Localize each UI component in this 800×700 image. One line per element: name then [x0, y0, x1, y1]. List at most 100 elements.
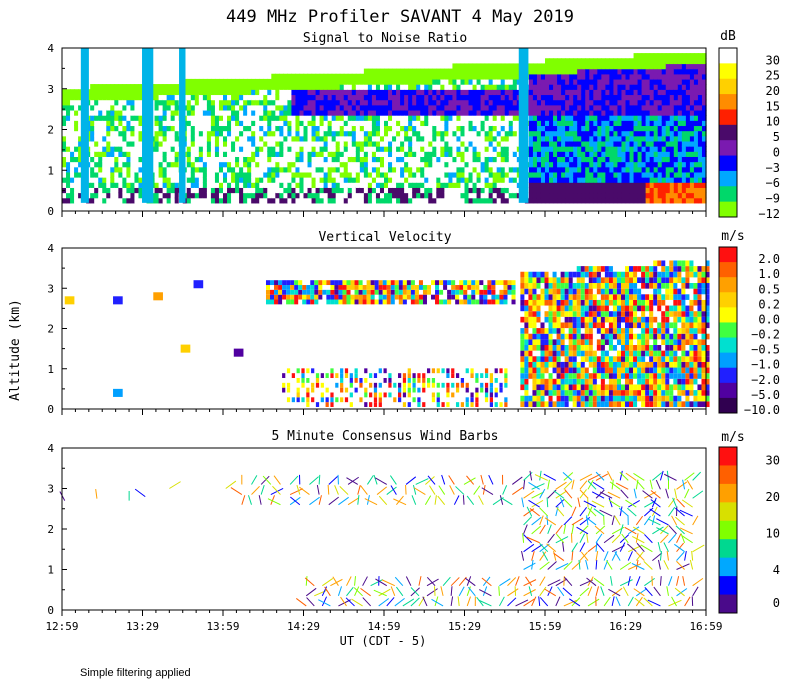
velocity-cell [540, 322, 545, 329]
snr-cell [472, 146, 478, 152]
velocity-cell [544, 390, 549, 396]
snr-cell [581, 94, 586, 101]
snr-cell [480, 120, 486, 127]
snr-cell [66, 161, 71, 168]
snr-cell [436, 146, 441, 152]
snr-cell [371, 94, 377, 101]
snr-cell [569, 104, 574, 111]
snr-cell [633, 89, 639, 96]
snr-cell [331, 94, 337, 101]
velocity-cell [483, 299, 488, 305]
snr-cell [637, 99, 643, 106]
snr-cell [681, 135, 687, 142]
snr-cell [319, 187, 325, 194]
velocity-cell [528, 311, 533, 317]
velocity-cell [584, 378, 589, 385]
snr-cell [589, 94, 594, 101]
velocity-cell [588, 271, 593, 278]
velocity-cell [576, 271, 581, 278]
velocity-cell [447, 294, 452, 300]
snr-cell [307, 125, 313, 132]
snr-cell [206, 94, 212, 101]
snr-cell [677, 94, 683, 101]
snr-cell [158, 99, 164, 106]
snr-cell [102, 182, 107, 188]
snr-cell [496, 192, 502, 199]
snr-cell [480, 166, 486, 173]
snr-cell [412, 99, 417, 106]
snr-cell [561, 120, 566, 127]
velocity-cell [560, 311, 565, 317]
snr-cell [549, 115, 554, 121]
snr-cell [661, 166, 667, 173]
snr-cell [227, 171, 232, 178]
snr-cell [122, 151, 127, 157]
velocity-cell [410, 289, 415, 295]
snr-cell [247, 156, 252, 163]
snr-cell [259, 161, 264, 168]
snr-cell [74, 140, 79, 147]
snr-cell [138, 115, 144, 121]
snr-cell [190, 125, 196, 132]
snr-cell [641, 135, 647, 142]
snr-cell [637, 151, 643, 157]
snr-cell [484, 78, 490, 85]
velocity-cell [524, 299, 529, 306]
snr-cell [62, 130, 67, 137]
snr-cell [685, 68, 691, 75]
snr-cell [593, 130, 598, 137]
snr-cell [174, 151, 180, 157]
snr-cell [279, 109, 284, 116]
snr-cell [601, 140, 606, 147]
velocity-cell [592, 322, 597, 329]
snr-cell [633, 151, 639, 157]
snr-cell [70, 156, 75, 163]
velocity-cell [326, 280, 331, 286]
snr-cell [500, 156, 506, 163]
snr-cell [271, 120, 276, 127]
snr-cell [532, 104, 538, 111]
velocity-cell [552, 367, 557, 374]
snr-cell [331, 99, 337, 106]
velocity-cell [524, 277, 529, 284]
snr-cell [508, 151, 514, 157]
snr-cell [396, 89, 401, 96]
snr-cell [363, 182, 369, 188]
snr-cell [339, 161, 345, 168]
velocity-cell [600, 390, 605, 396]
snr-cell [379, 73, 385, 80]
snr-cell [130, 182, 136, 188]
snr-cell [404, 140, 409, 147]
snr-cell [625, 58, 631, 65]
snr-cell [432, 73, 437, 80]
snr-cell [74, 182, 79, 188]
snr-cell [432, 104, 437, 111]
snr-cell [693, 130, 699, 137]
snr-cell [653, 182, 659, 188]
snr-cell [351, 78, 357, 85]
snr-cell [464, 109, 470, 116]
snr-cell [118, 176, 123, 183]
snr-cell [186, 135, 192, 142]
snr-cell [637, 58, 643, 65]
velocity-cell [314, 294, 319, 300]
snr-cell [114, 146, 119, 152]
snr-cell [629, 94, 635, 101]
snr-cell [633, 94, 639, 101]
snr-cell [428, 94, 433, 101]
velocity-cell [592, 395, 597, 402]
snr-cell [263, 140, 268, 147]
velocity-cell [540, 271, 545, 278]
snr-cell [295, 89, 301, 96]
snr-cell [693, 176, 699, 183]
snr-cell [701, 166, 707, 173]
snr-cell [593, 151, 598, 157]
snr-cell [62, 125, 67, 132]
snr-cell [669, 176, 675, 183]
snr-cell [400, 171, 405, 178]
snr-cell [420, 115, 425, 121]
snr-cell [327, 156, 333, 163]
velocity-cell [536, 356, 541, 362]
snr-cell [243, 151, 248, 157]
